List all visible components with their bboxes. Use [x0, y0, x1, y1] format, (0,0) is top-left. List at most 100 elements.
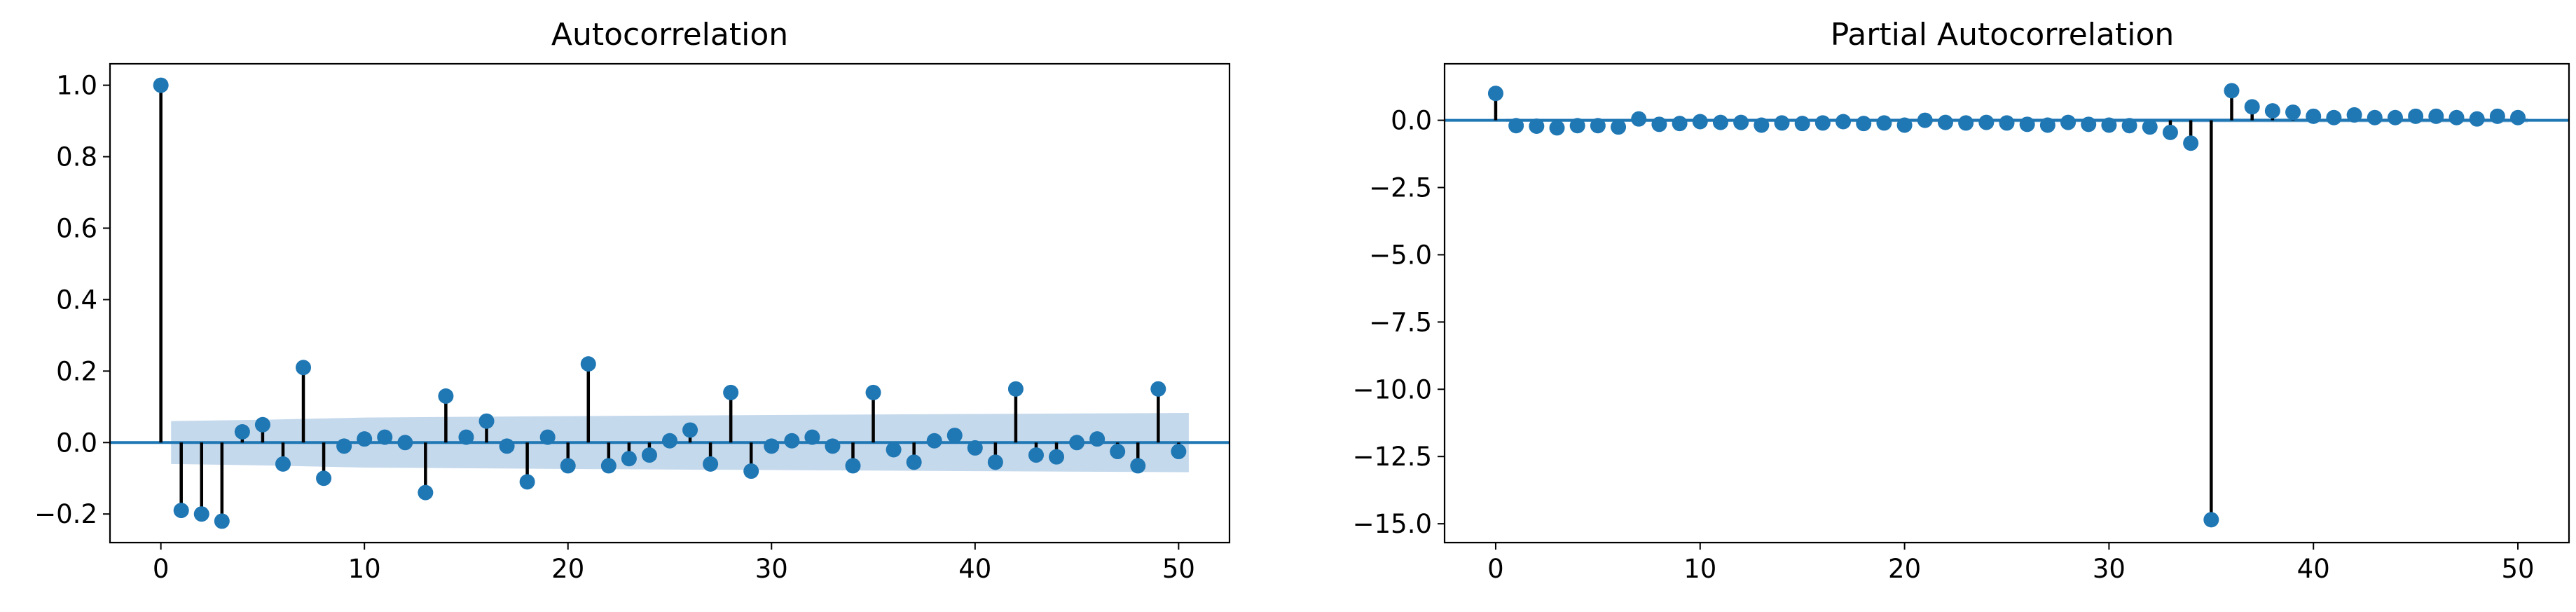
pacf-panel: Partial Autocorrelation 0 10 20 30 40 50 −15.…	[1353, 17, 2570, 584]
acf-point-lag-10	[357, 431, 373, 447]
pacf-x-tick-label-0: 0	[1487, 554, 1504, 584]
acf-point-lag-34	[845, 458, 861, 474]
pacf-x-ticks: 0 10 20 30 40 50	[1487, 543, 2535, 584]
acf-point-lag-33	[825, 438, 841, 454]
acf-point-lag-32	[804, 429, 820, 445]
pacf-point-lag-42	[2346, 107, 2362, 123]
acf-point-lag-18	[519, 474, 535, 490]
acf-point-lag-20	[560, 458, 576, 474]
pacf-point-lag-21	[1917, 112, 1933, 128]
acf-point-lag-39	[946, 428, 963, 444]
acf-point-lag-44	[1049, 449, 1065, 465]
acf-x-tick-label-40: 40	[958, 554, 991, 584]
pacf-point-lag-41	[2326, 109, 2342, 125]
pacf-point-lag-12	[1733, 114, 1749, 130]
pacf-point-lag-32	[2142, 119, 2158, 135]
acf-point-lag-27	[703, 456, 719, 472]
acf-y-tick-label-3: 0.4	[56, 285, 97, 315]
acf-point-lag-46	[1089, 431, 1106, 447]
pacf-point-lag-0	[1487, 86, 1503, 102]
pacf-point-lag-44	[2387, 109, 2403, 125]
acf-y-tick-label-4: 0.6	[56, 213, 97, 243]
pacf-point-lag-26	[2019, 116, 2035, 132]
acf-panel: Autocorrelation 0 10 20 30 40 50 −0.2 0.0 0.2 0.…	[34, 17, 1231, 584]
acf-point-lag-3	[214, 513, 230, 529]
acf-point-lag-42	[1007, 381, 1024, 397]
acf-point-lag-16	[478, 413, 495, 429]
acf-point-lag-43	[1028, 447, 1044, 463]
acf-point-lag-0	[153, 77, 169, 93]
acf-title: Autocorrelation	[551, 17, 788, 53]
acf-point-lag-25	[662, 433, 677, 449]
pacf-point-lag-40	[2306, 108, 2322, 124]
pacf-markers	[1487, 83, 2526, 528]
pacf-point-lag-3	[1549, 120, 1565, 136]
pacf-point-lag-37	[2244, 99, 2260, 115]
pacf-point-lag-43	[2367, 109, 2383, 125]
pacf-point-lag-16	[1814, 115, 1831, 131]
pacf-point-lag-34	[2183, 135, 2199, 151]
acf-point-lag-47	[1110, 444, 1126, 460]
acf-point-lag-21	[580, 356, 596, 372]
acf-x-tick-label-0: 0	[153, 554, 170, 584]
acf-point-lag-12	[397, 435, 413, 451]
pacf-point-lag-36	[2224, 83, 2240, 99]
acf-point-lag-30	[764, 438, 780, 454]
pacf-point-lag-9	[1672, 116, 1688, 132]
acf-x-tick-label-10: 10	[348, 554, 381, 584]
pacf-x-tick-label-50: 50	[2501, 554, 2534, 584]
pacf-point-lag-39	[2285, 104, 2301, 121]
pacf-point-lag-11	[1712, 114, 1728, 130]
pacf-y-tick-label-2: −10.0	[1353, 374, 1432, 404]
acf-point-lag-35	[865, 384, 881, 400]
acf-point-lag-45	[1069, 435, 1085, 451]
pacf-point-lag-50	[2510, 109, 2526, 125]
pacf-point-lag-7	[1631, 111, 1647, 127]
acf-point-lag-31	[784, 433, 800, 449]
pacf-point-lag-31	[2121, 118, 2137, 134]
pacf-point-lag-28	[2060, 114, 2076, 130]
pacf-y-ticks: −15.0 −12.5 −10.0 −7.5 −5.0 −2.5 0.0	[1353, 106, 1445, 539]
pacf-point-lag-17	[1835, 114, 1852, 130]
pacf-x-tick-label-10: 10	[1683, 554, 1716, 584]
pacf-point-lag-29	[2081, 116, 2097, 132]
acf-x-tick-label-50: 50	[1162, 554, 1195, 584]
pacf-point-lag-47	[2448, 109, 2465, 125]
pacf-point-lag-2	[1529, 118, 1545, 135]
pacf-point-lag-45	[2408, 108, 2424, 124]
pacf-x-tick-label-20: 20	[1888, 554, 1921, 584]
pacf-y-tick-label-3: −7.5	[1369, 307, 1432, 337]
pacf-point-lag-25	[1999, 115, 2015, 131]
pacf-y-tick-label-4: −5.0	[1369, 240, 1432, 270]
pacf-point-lag-46	[2428, 108, 2444, 124]
acf-point-lag-23	[621, 451, 637, 467]
acf-y-tick-label-6: 1.0	[56, 71, 97, 101]
pacf-x-tick-label-30: 30	[2093, 554, 2126, 584]
pacf-y-tick-label-6: 0.0	[1391, 106, 1432, 136]
pacf-stems	[1494, 90, 2520, 520]
acf-point-lag-7	[296, 360, 312, 376]
acf-x-tick-label-20: 20	[551, 554, 584, 584]
pacf-point-lag-27	[2039, 117, 2055, 133]
pacf-point-lag-14	[1774, 115, 1790, 131]
acf-point-lag-1	[173, 503, 189, 519]
acf-point-lag-24	[641, 447, 657, 463]
acf-point-lag-38	[926, 433, 942, 449]
acf-point-lag-14	[438, 388, 454, 404]
acf-point-lag-15	[458, 429, 474, 445]
acf-x-tick-label-30: 30	[755, 554, 788, 584]
acf-plot-frame	[109, 62, 1231, 544]
pacf-point-lag-22	[1937, 114, 1953, 130]
pacf-point-lag-6	[1611, 119, 1627, 135]
pacf-point-lag-18	[1856, 116, 1872, 132]
pacf-point-lag-33	[2162, 124, 2178, 140]
pacf-point-lag-20	[1896, 117, 1913, 133]
pacf-point-lag-10	[1692, 114, 1708, 130]
acf-point-lag-49	[1150, 381, 1166, 397]
pacf-point-lag-24	[1978, 114, 1995, 130]
acf-x-ticks: 0 10 20 30 40 50	[153, 543, 1195, 584]
pacf-point-lag-1	[1508, 118, 1524, 134]
pacf-point-lag-19	[1876, 115, 1892, 131]
pacf-plot-frame	[1443, 62, 2570, 544]
